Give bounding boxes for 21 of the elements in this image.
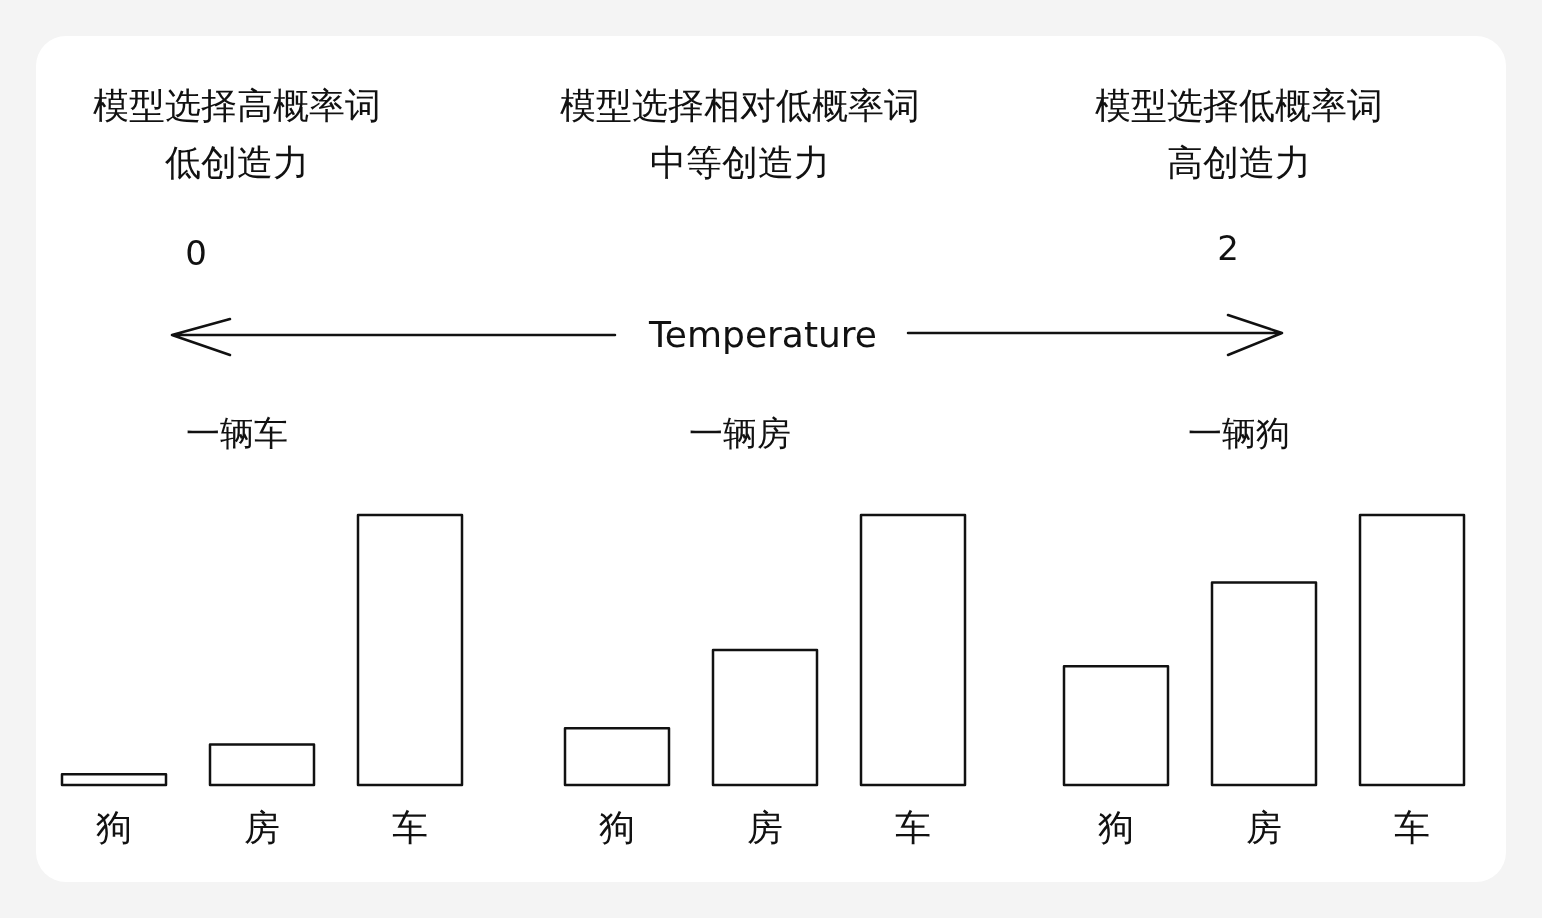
text: 一辆车	[186, 413, 288, 453]
x-tick-label: 房	[1246, 807, 1282, 848]
chart-subtitle: 低创造力	[165, 142, 309, 183]
x-tick-label: 车	[895, 807, 931, 848]
chart-subtitle: 高创造力	[1167, 142, 1311, 183]
x-tick-label: 狗	[1098, 807, 1134, 848]
x-tick-label: 狗	[599, 807, 635, 848]
text: 2	[1217, 228, 1239, 268]
text: 一辆房	[689, 413, 791, 453]
chart-title: 模型选择低概率词	[1095, 85, 1383, 126]
text: 一辆狗	[1188, 413, 1290, 453]
chart-subtitle: 中等创造力	[650, 142, 830, 183]
x-tick-label: 车	[392, 807, 428, 848]
chart-title: 模型选择高概率词	[93, 85, 381, 126]
x-tick-label: 车	[1394, 807, 1430, 848]
text: 0	[185, 233, 207, 273]
chart-title: 模型选择相对低概率词	[560, 85, 920, 126]
x-tick-label: 房	[747, 807, 783, 848]
x-tick-label: 房	[244, 807, 280, 848]
x-tick-label: 狗	[96, 807, 132, 848]
text: Temperature	[647, 314, 878, 355]
